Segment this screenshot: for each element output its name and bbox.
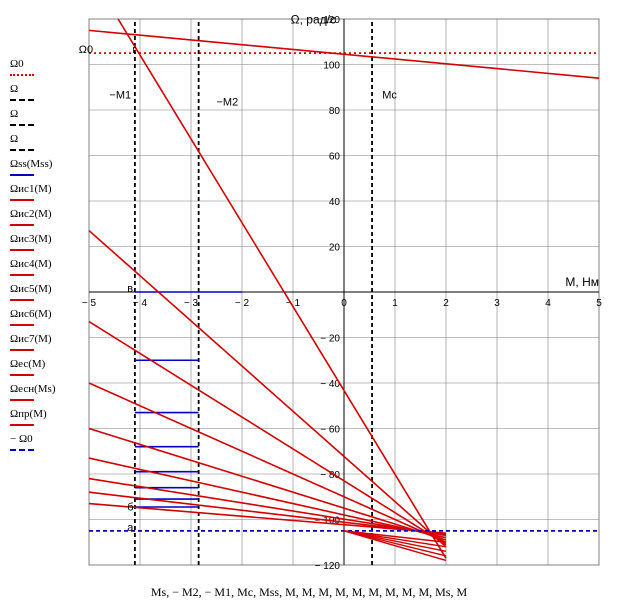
series-line-11 [88, 477, 447, 537]
series-line-5 [117, 18, 447, 559]
x-tick-label: 5 [596, 298, 602, 309]
annotation-label: б [127, 501, 133, 513]
legend-label: Ω [10, 133, 19, 145]
legend-label: Ω0 [10, 58, 24, 70]
legend-swatch [10, 449, 34, 451]
legend-label: Ω [10, 83, 19, 95]
legend-swatch [10, 249, 34, 251]
y-tick-label: − 120 [315, 561, 341, 572]
x-tick-label: 4 [545, 298, 551, 309]
legend-swatch [10, 224, 34, 226]
legend-label: − Ω0 [10, 433, 33, 445]
legend-label: Ωис5(M) [10, 283, 52, 295]
x-tick-label: 3 [494, 298, 500, 309]
x-tick-label: − 3 [184, 298, 199, 309]
legend-label: Ωесн(Ms) [10, 383, 56, 395]
series-line-14 [88, 29, 600, 79]
legend-item: Ωес(M) [10, 358, 80, 383]
annotation-label: −M2 [217, 96, 239, 108]
y-tick-label: − 80 [320, 470, 340, 481]
x-axis-caption: Ms, − M2, − M1, Mc, Mss, M, M, M, M, M, … [150, 585, 468, 599]
y-tick-label: 100 [323, 61, 340, 72]
legend-label: Ωис1(M) [10, 183, 52, 195]
legend-item: Ωис2(M) [10, 208, 80, 233]
series-line-9 [88, 427, 447, 541]
legend-item: Ωпр(M) [10, 408, 80, 433]
legend-swatch [10, 74, 34, 76]
fan-line [343, 530, 447, 543]
y-tick-label: − 60 [320, 425, 340, 436]
legend-label: Ωис7(M) [10, 333, 52, 345]
annotation-label: в [127, 283, 133, 295]
legend-label: Ωис6(M) [10, 308, 52, 320]
legend-swatch [10, 349, 34, 351]
legend-item: Ωис6(M) [10, 308, 80, 333]
fan-line [343, 530, 447, 553]
x-tick-label: 0 [341, 298, 347, 309]
series-line-12 [88, 491, 447, 536]
series-line-8 [88, 382, 447, 543]
fan-line [343, 530, 447, 562]
legend-item: Ωис4(M) [10, 258, 80, 283]
legend-swatch [10, 299, 34, 301]
series-line-10 [88, 457, 447, 539]
legend-swatch [10, 174, 34, 176]
legend-item: Ω0 [10, 58, 80, 83]
x-tick-label: − 5 [82, 298, 97, 309]
legend-swatch [10, 399, 34, 401]
x-tick-label: − 4 [133, 298, 148, 309]
legend-swatch [10, 99, 34, 101]
series-line-6 [88, 229, 447, 548]
series-line-7 [88, 320, 447, 546]
legend-swatch [10, 124, 34, 126]
legend-label: Ωss(Mss) [10, 158, 53, 170]
legend-swatch [10, 324, 34, 326]
annotation-label: г [132, 44, 136, 56]
annotation-label: Mc [382, 90, 397, 102]
x-axis-label: M, Нм [565, 275, 599, 289]
legend-swatch [10, 374, 34, 376]
y-tick-label: − 20 [320, 334, 340, 345]
x-tick-label: 2 [443, 298, 449, 309]
legend-item: Ω [10, 83, 80, 108]
y-axis-label: Ω, рад/с [291, 13, 336, 27]
x-tick-label: − 1 [286, 298, 301, 309]
legend-item: Ωис7(M) [10, 333, 80, 358]
legend-item: − Ω0 [10, 433, 80, 458]
legend-label: Ωис4(M) [10, 258, 52, 270]
y-tick-label: 40 [329, 197, 341, 208]
legend-label: Ωес(M) [10, 358, 46, 370]
legend-item: Ωис5(M) [10, 283, 80, 308]
y-tick-label: − 40 [320, 379, 340, 390]
annotation-label: Ω0 [79, 44, 93, 56]
legend-swatch [10, 149, 34, 151]
legend-label: Ωпр(M) [10, 408, 47, 420]
y-tick-label: 80 [329, 106, 341, 117]
fan-line [343, 530, 447, 557]
legend-item: Ω [10, 133, 80, 158]
annotation-label: а [127, 522, 134, 534]
x-tick-label: 1 [392, 298, 398, 309]
legend-swatch [10, 274, 34, 276]
legend-label: Ωис3(M) [10, 233, 52, 245]
fan-line [343, 530, 447, 548]
legend-item: Ωесн(Ms) [10, 383, 80, 408]
y-tick-label: 60 [329, 152, 341, 163]
legend-label: Ω [10, 108, 19, 120]
legend-item: Ωис1(M) [10, 183, 80, 208]
series-line-13 [88, 502, 447, 534]
y-tick-label: 120 [323, 15, 340, 26]
x-tick-label: − 2 [235, 298, 250, 309]
legend-item: Ω [10, 108, 80, 133]
annotation-label: −M1 [109, 90, 131, 102]
legend-item: Ωss(Mss) [10, 158, 80, 183]
y-tick-label: 20 [329, 243, 341, 254]
legend-label: Ωис2(M) [10, 208, 52, 220]
legend-item: Ωис3(M) [10, 233, 80, 258]
legend-swatch [10, 199, 34, 201]
legend-swatch [10, 424, 34, 426]
chart-legend: Ω0 Ω Ω Ω Ωss(Mss) Ωис1(M) Ωис2(M) Ωис3(M) Ωис4(M… [10, 58, 80, 458]
